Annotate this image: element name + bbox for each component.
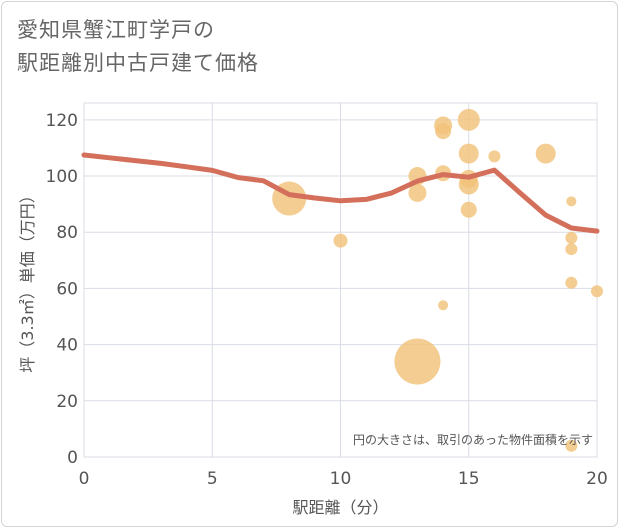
x-tick-label: 10 — [330, 469, 352, 489]
bubble-point — [488, 150, 501, 163]
bubble-point — [394, 338, 441, 385]
y-tick-label: 120 — [46, 111, 78, 131]
chart-title: 愛知県蟹江町学戸の 駅距離別中古戸建て価格 — [17, 14, 259, 80]
bubble-point — [566, 196, 577, 207]
bubble-point — [565, 276, 578, 289]
chart-title-line-1: 愛知県蟹江町学戸の — [17, 18, 215, 42]
y-tick-label: 20 — [56, 392, 78, 412]
bubble-point — [565, 231, 578, 244]
bubble-point — [535, 143, 556, 164]
bubble-point — [458, 174, 479, 195]
y-tick-label: 80 — [56, 223, 78, 243]
grid — [83, 102, 598, 458]
x-axis-title: 駅距離（分） — [292, 498, 388, 517]
trend — [81, 152, 600, 234]
x-tick-label: 0 — [79, 469, 90, 489]
bubble-point — [458, 143, 479, 164]
bubble-point — [435, 123, 452, 140]
bubble-point — [460, 201, 477, 218]
bubble-point — [333, 233, 348, 248]
bubble-point — [408, 183, 427, 202]
bubble-point — [565, 243, 578, 256]
y-tick-label: 100 — [46, 167, 78, 187]
bubble-point — [591, 285, 603, 298]
chart-title-line-2: 駅距離別中古戸建て価格 — [17, 51, 259, 75]
bubble-point — [438, 300, 449, 311]
x-tick-label: 20 — [586, 469, 608, 489]
axes: 0 5 10 15 20 0 20 40 60 80 100 120 — [46, 111, 608, 489]
size-annotation: 円の大きさは、取引のあった物件面積を示す — [353, 432, 593, 447]
x-tick-label: 15 — [458, 469, 480, 489]
x-tick-label: 5 — [207, 469, 218, 489]
bubbles — [272, 108, 603, 452]
trend-line — [81, 152, 600, 234]
y-tick-label: 60 — [56, 279, 78, 299]
y-axis-title: 坪（3.3㎡）単価（万円） — [18, 187, 37, 372]
y-tick-label: 40 — [56, 336, 78, 356]
bubble-point — [457, 108, 480, 131]
y-tick-label: 0 — [67, 448, 78, 468]
bubble-point — [565, 439, 578, 452]
